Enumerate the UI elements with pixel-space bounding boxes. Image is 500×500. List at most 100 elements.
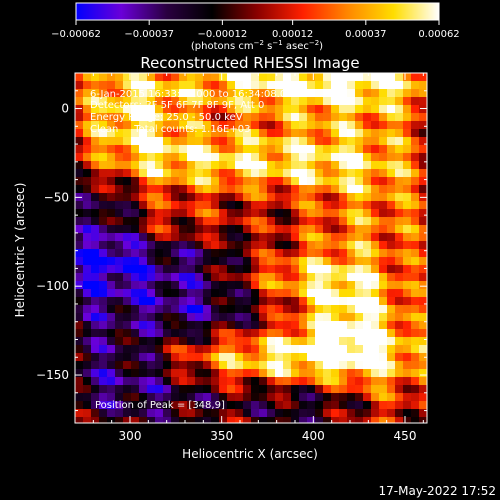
heatmap-cell — [275, 265, 284, 274]
heatmap-cell — [195, 161, 204, 170]
heatmap-cell — [243, 289, 252, 298]
heatmap-cell — [251, 393, 260, 402]
heatmap-cell — [387, 97, 396, 106]
heatmap-cell — [275, 289, 284, 298]
heatmap-cell — [379, 297, 388, 306]
heatmap-cell — [323, 81, 332, 90]
heatmap-cell — [291, 353, 300, 362]
heatmap-cell — [187, 105, 196, 114]
heatmap-cell — [411, 241, 420, 250]
heatmap-cell — [243, 385, 252, 394]
heatmap-cell — [139, 161, 148, 170]
heatmap-cell — [123, 185, 132, 194]
heatmap-cell — [251, 369, 260, 378]
heatmap-cell — [291, 225, 300, 234]
heatmap-cell — [195, 353, 204, 362]
heatmap-cell — [243, 305, 252, 314]
heatmap-cell — [155, 273, 164, 282]
heatmap-cell — [107, 225, 116, 234]
heatmap-cell — [235, 121, 244, 130]
heatmap-cell — [403, 145, 412, 154]
heatmap-cell — [147, 217, 156, 226]
heatmap-cell — [123, 161, 132, 170]
heatmap-cell — [75, 145, 84, 154]
heatmap-cell — [147, 321, 156, 330]
heatmap-cell — [363, 369, 372, 378]
heatmap-cell — [347, 225, 356, 234]
heatmap-cell — [107, 385, 116, 394]
heatmap-cell — [91, 217, 100, 226]
heatmap-cell — [83, 201, 92, 210]
heatmap-cell — [163, 129, 172, 138]
heatmap-cell — [179, 313, 188, 322]
heatmap-cell — [251, 321, 260, 330]
heatmap-cell — [387, 257, 396, 266]
heatmap-cell — [371, 289, 380, 298]
heatmap-cell — [299, 409, 308, 418]
heatmap-cell — [203, 113, 212, 122]
heatmap-cell — [91, 353, 100, 362]
heatmap-cell — [283, 393, 292, 402]
heatmap-cell — [115, 217, 124, 226]
heatmap-cell — [243, 121, 252, 130]
heatmap-cell — [299, 217, 308, 226]
heatmap-cell — [259, 161, 268, 170]
heatmap-cell — [115, 345, 124, 354]
heatmap-cell — [163, 233, 172, 242]
heatmap-cell — [107, 377, 116, 386]
heatmap-cell — [91, 369, 100, 378]
heatmap-cell — [419, 97, 427, 106]
heatmap-cell — [379, 113, 388, 122]
heatmap-cell — [371, 313, 380, 322]
heatmap-cell — [363, 121, 372, 130]
heatmap-cell — [275, 377, 284, 386]
heatmap-cell — [307, 369, 316, 378]
heatmap-cell — [307, 321, 316, 330]
heatmap-cell — [163, 113, 172, 122]
heatmap-cell — [163, 385, 172, 394]
heatmap-cell — [339, 113, 348, 122]
heatmap-cell — [291, 81, 300, 90]
heatmap-cell — [267, 121, 276, 130]
heatmap-cell — [187, 201, 196, 210]
heatmap-cell — [403, 177, 412, 186]
heatmap-cell — [363, 385, 372, 394]
heatmap-cell — [259, 121, 268, 130]
heatmap-cell — [259, 129, 268, 138]
heatmap-cell — [299, 97, 308, 106]
heatmap-cell — [267, 225, 276, 234]
heatmap-cell — [187, 73, 196, 82]
heatmap-cell — [291, 377, 300, 386]
heatmap-cell — [379, 241, 388, 250]
heatmap-cell — [187, 401, 196, 410]
heatmap-cell — [99, 417, 108, 423]
heatmap-cell — [211, 337, 220, 346]
heatmap-cell — [139, 105, 148, 114]
heatmap-cell — [283, 289, 292, 298]
y-tick-label: −150 — [36, 368, 69, 382]
heatmap-cell — [347, 145, 356, 154]
heatmap-cell — [163, 417, 172, 423]
heatmap-cell — [395, 401, 404, 410]
heatmap-cell — [307, 169, 316, 178]
heatmap-cell — [99, 153, 108, 162]
heatmap-cell — [131, 225, 140, 234]
heatmap-cell — [243, 233, 252, 242]
heatmap-cell — [203, 361, 212, 370]
heatmap-cell — [379, 217, 388, 226]
heatmap-cell — [179, 193, 188, 202]
heatmap-cell — [267, 89, 276, 98]
heatmap-cell — [139, 273, 148, 282]
heatmap-cell — [163, 153, 172, 162]
heatmap-cell — [139, 193, 148, 202]
heatmap-cell — [211, 225, 220, 234]
heatmap-cell — [283, 417, 292, 423]
heatmap-cell — [387, 417, 396, 423]
heatmap-cell — [347, 353, 356, 362]
heatmap-cell — [227, 409, 236, 418]
heatmap-cell — [75, 185, 84, 194]
heatmap-cell — [267, 401, 276, 410]
heatmap-cell — [211, 313, 220, 322]
heatmap-cell — [323, 193, 332, 202]
heatmap-cell — [235, 201, 244, 210]
